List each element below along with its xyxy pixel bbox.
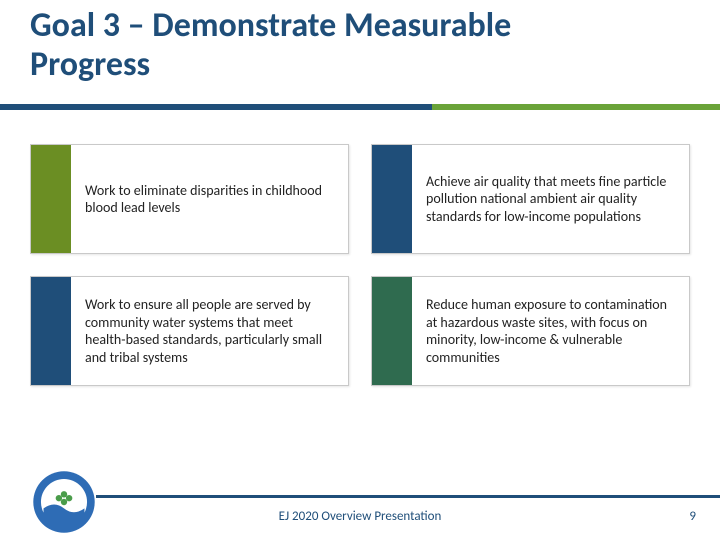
card-lead: Work to eliminate disparities in childho… — [30, 144, 349, 254]
underline-green — [432, 104, 720, 110]
footer-rule — [96, 495, 720, 498]
footer-text: EJ 2020 Overview Presentation — [0, 509, 720, 524]
title-underline — [0, 104, 720, 110]
slide-footer: EJ 2020 Overview Presentation 9 — [0, 466, 720, 540]
page-number: 9 — [689, 509, 696, 524]
card-text: Achieve air quality that meets fine part… — [412, 145, 689, 253]
card-air-quality: Achieve air quality that meets fine part… — [371, 144, 690, 254]
card-text: Work to ensure all people are served by … — [71, 277, 348, 385]
slide-title: Goal 3 – Demonstrate Measurable Progress — [30, 6, 610, 84]
underline-blue — [0, 104, 432, 110]
card-accent-bar — [372, 145, 412, 253]
card-hazardous-waste: Reduce human exposure to contamination a… — [371, 276, 690, 386]
epa-seal-icon — [32, 470, 96, 534]
card-accent-bar — [372, 277, 412, 385]
card-accent-bar — [31, 145, 71, 253]
card-accent-bar — [31, 277, 71, 385]
card-water-systems: Work to ensure all people are served by … — [30, 276, 349, 386]
slide: Goal 3 – Demonstrate Measurable Progress… — [0, 0, 720, 540]
card-grid: Work to eliminate disparities in childho… — [30, 144, 690, 386]
card-text: Work to eliminate disparities in childho… — [71, 145, 348, 253]
card-text: Reduce human exposure to contamination a… — [412, 277, 689, 385]
